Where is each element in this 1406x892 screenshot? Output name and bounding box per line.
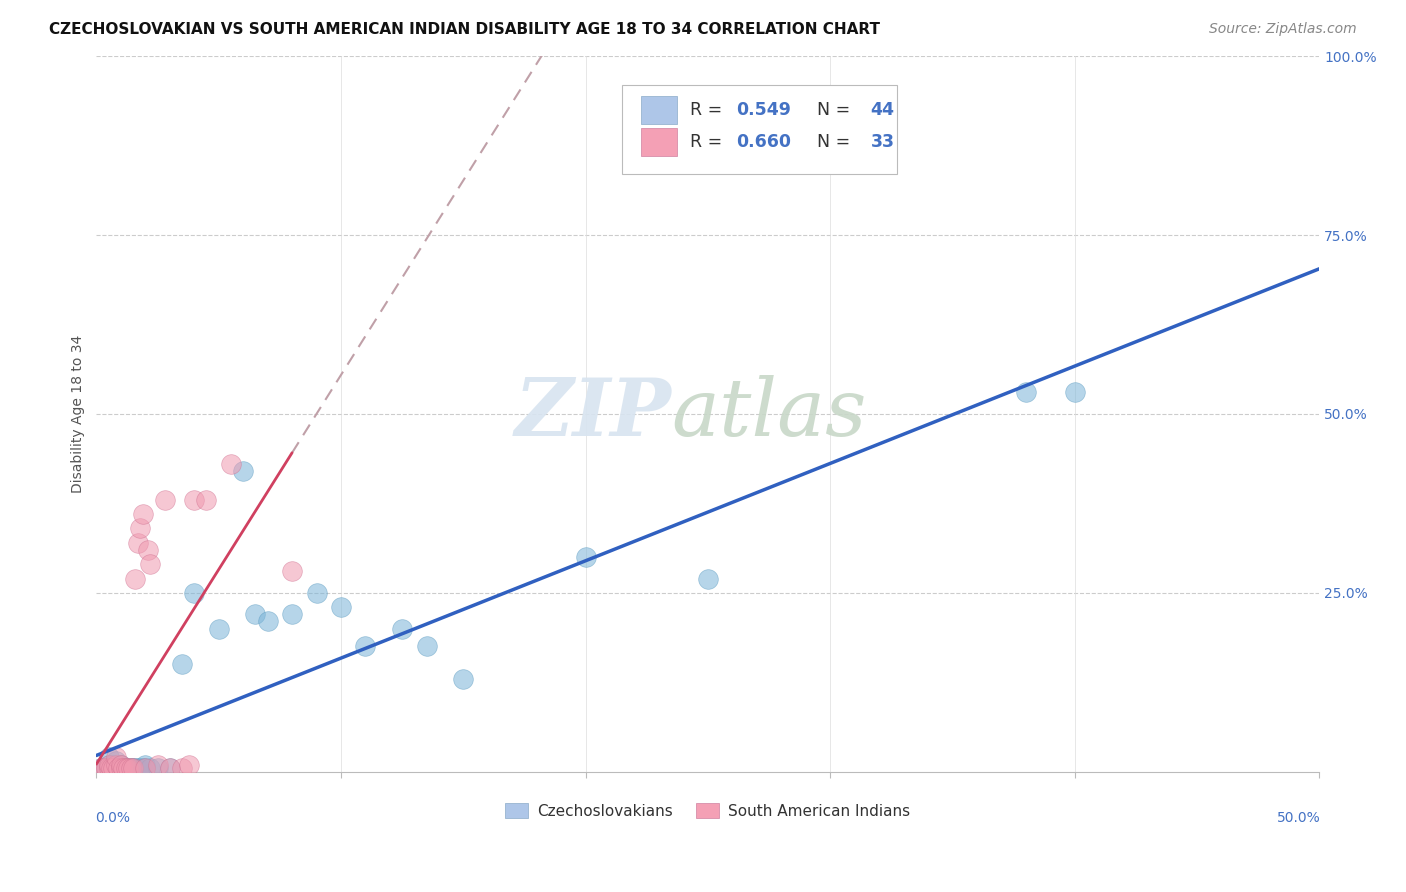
Point <box>97 757 120 772</box>
Point <box>330 600 353 615</box>
Point <box>305 586 328 600</box>
Point <box>415 640 437 654</box>
Point <box>93 761 115 775</box>
Point <box>146 757 169 772</box>
Point <box>100 761 122 775</box>
Point <box>104 750 127 764</box>
Point <box>232 464 254 478</box>
Point <box>120 761 142 775</box>
Point <box>117 761 139 775</box>
Point <box>256 615 278 629</box>
Point <box>112 761 135 775</box>
Point <box>90 761 112 775</box>
Text: N =: N = <box>806 133 855 151</box>
Text: atlas: atlas <box>671 376 866 453</box>
Point <box>132 507 155 521</box>
Point <box>391 622 413 636</box>
Point <box>110 757 132 772</box>
Point <box>104 761 127 775</box>
Point <box>127 761 149 775</box>
FancyBboxPatch shape <box>623 85 897 174</box>
Point <box>153 492 176 507</box>
Text: 0.660: 0.660 <box>735 133 792 151</box>
Text: 50.0%: 50.0% <box>1277 811 1320 825</box>
Point <box>354 640 377 654</box>
Point <box>100 761 122 775</box>
Point <box>97 761 120 775</box>
Point <box>107 761 129 775</box>
Point <box>146 761 169 775</box>
Bar <box>641 128 678 156</box>
Point <box>1015 385 1038 400</box>
Point <box>127 535 149 549</box>
Text: N =: N = <box>806 101 855 119</box>
Point <box>103 761 125 775</box>
Point <box>134 761 156 775</box>
Point <box>103 757 125 772</box>
Point <box>129 761 152 775</box>
Point <box>90 761 112 775</box>
Point <box>453 672 475 686</box>
Point <box>195 492 218 507</box>
Point <box>219 457 242 471</box>
Point <box>183 586 205 600</box>
Text: 44: 44 <box>870 101 894 119</box>
Point <box>170 761 193 775</box>
Point <box>103 761 125 775</box>
Point <box>120 761 142 775</box>
Point <box>93 761 115 775</box>
Text: 0.0%: 0.0% <box>96 811 131 825</box>
Point <box>245 607 267 622</box>
Text: CZECHOSLOVAKIAN VS SOUTH AMERICAN INDIAN DISABILITY AGE 18 TO 34 CORRELATION CHA: CZECHOSLOVAKIAN VS SOUTH AMERICAN INDIAN… <box>49 22 880 37</box>
Y-axis label: Disability Age 18 to 34: Disability Age 18 to 34 <box>72 334 86 493</box>
Point <box>117 761 139 775</box>
Point <box>170 657 193 672</box>
Point <box>281 607 304 622</box>
Point <box>124 761 146 775</box>
Point <box>104 757 127 772</box>
Point <box>574 549 596 564</box>
Text: ZIP: ZIP <box>515 376 671 453</box>
Point <box>129 521 152 535</box>
Point <box>124 572 146 586</box>
Point <box>122 761 145 775</box>
Point <box>136 542 159 557</box>
Point <box>179 757 201 772</box>
Text: 0.549: 0.549 <box>735 101 792 119</box>
Bar <box>641 95 678 124</box>
Point <box>183 492 205 507</box>
Point <box>1063 385 1085 400</box>
Point <box>139 761 162 775</box>
Point <box>114 761 136 775</box>
Point <box>104 754 127 768</box>
Point <box>94 761 117 775</box>
Point <box>97 750 120 764</box>
Point <box>132 761 155 775</box>
Point <box>696 572 718 586</box>
Point <box>107 761 129 775</box>
Point <box>110 757 132 772</box>
Text: Source: ZipAtlas.com: Source: ZipAtlas.com <box>1209 22 1357 37</box>
Legend: Czechoslovakians, South American Indians: Czechoslovakians, South American Indians <box>499 797 917 825</box>
Point <box>134 761 156 775</box>
Text: 33: 33 <box>870 133 894 151</box>
Text: R =: R = <box>689 101 727 119</box>
Point <box>110 761 132 775</box>
Point <box>94 761 117 775</box>
Point <box>110 761 132 775</box>
Point <box>122 761 145 775</box>
Point <box>112 761 135 775</box>
Point <box>134 757 156 772</box>
Point <box>139 558 162 572</box>
Text: R =: R = <box>689 133 727 151</box>
Point <box>159 761 181 775</box>
Point <box>159 761 181 775</box>
Point <box>208 622 231 636</box>
Point <box>114 761 136 775</box>
Point <box>97 757 120 772</box>
Point <box>281 565 304 579</box>
